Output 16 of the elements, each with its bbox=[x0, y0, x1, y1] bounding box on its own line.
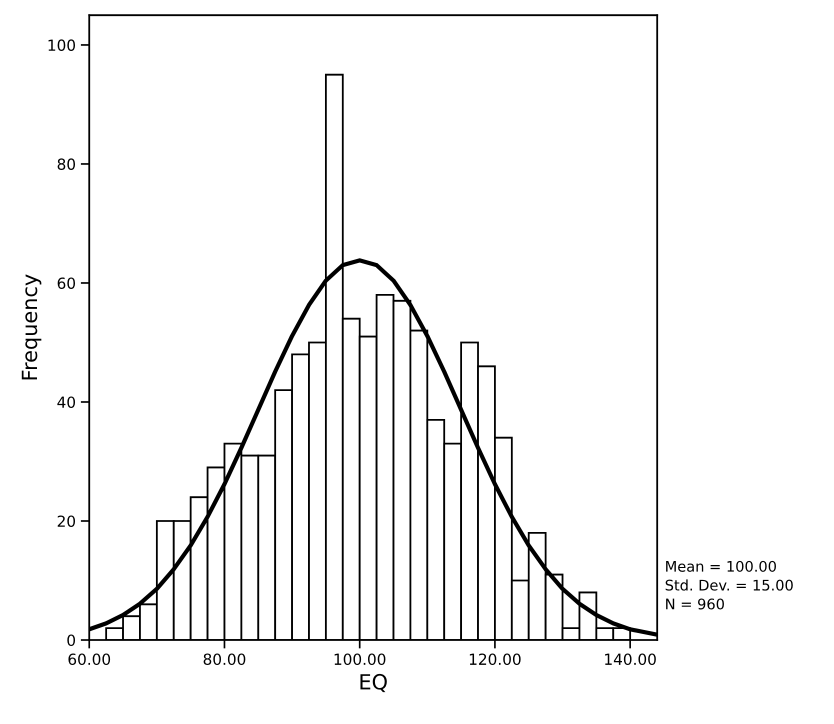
y-axis-title: Frequency bbox=[22, 274, 42, 380]
y-tick-label: 60 bbox=[58, 277, 76, 289]
x-tick-label: 100.00 bbox=[334, 653, 386, 666]
text: N = 960 bbox=[666, 598, 724, 610]
x-tick-label: 60.00 bbox=[68, 653, 110, 666]
x-axis-title: EQ bbox=[360, 674, 387, 692]
x-tick-label: 140.00 bbox=[605, 653, 656, 666]
x-tick-label: 80.00 bbox=[204, 653, 246, 666]
y-tick-label: 0 bbox=[67, 634, 76, 646]
text: Std. Dev. = 15.00 bbox=[666, 579, 793, 591]
y-tick-label: 100 bbox=[48, 39, 76, 51]
y-tick-label: 80 bbox=[58, 158, 76, 170]
y-tick-label: 20 bbox=[58, 515, 76, 528]
text: Mean = 100.00 bbox=[666, 560, 776, 572]
x-tick-label: 120.00 bbox=[470, 653, 521, 666]
y-tick-label: 40 bbox=[57, 396, 76, 408]
